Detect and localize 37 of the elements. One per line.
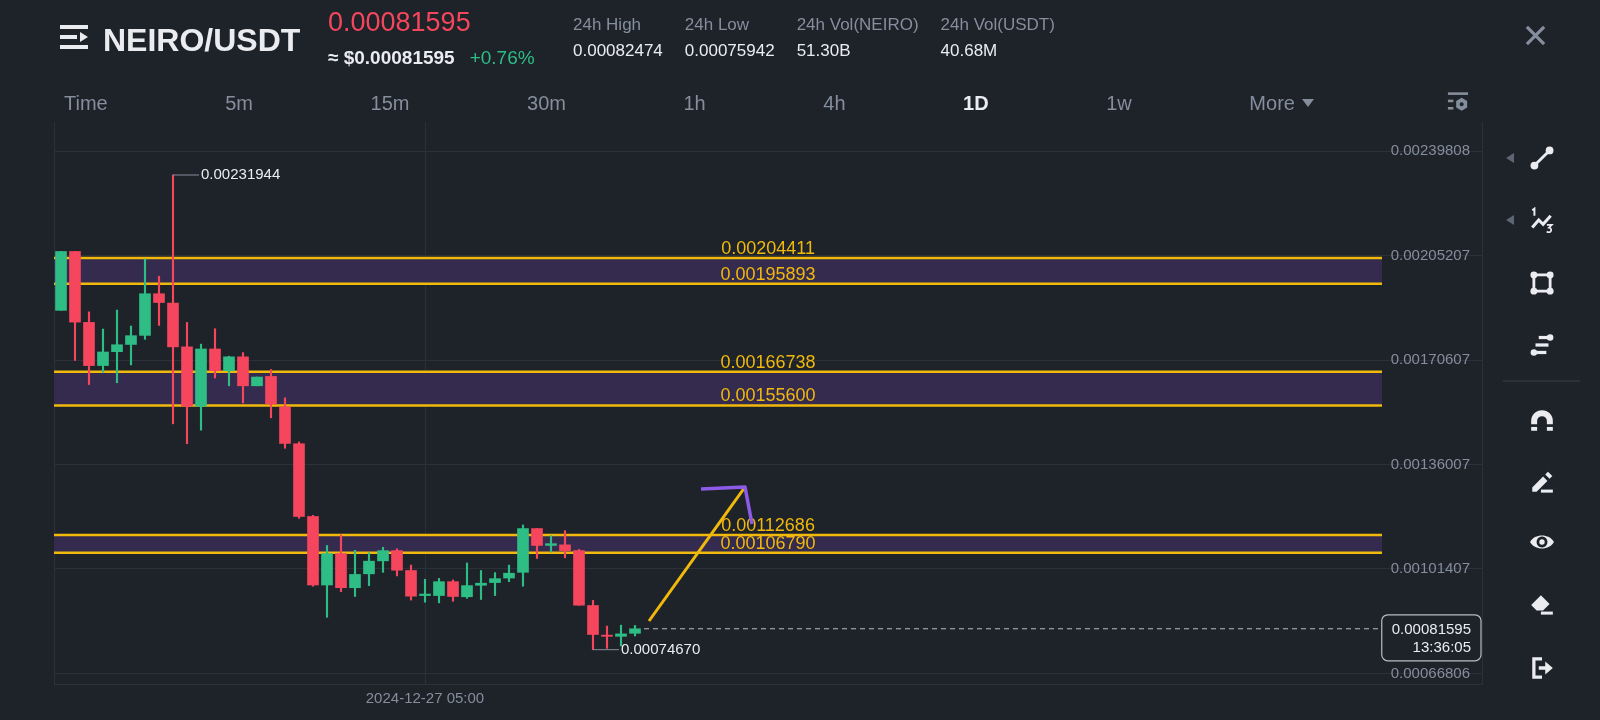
text: 1w bbox=[1106, 92, 1132, 114]
y-tick-label: 0.00101407 bbox=[1390, 559, 1470, 577]
text: More bbox=[1249, 92, 1295, 114]
text: 24h Low bbox=[684, 15, 750, 34]
text: 4h bbox=[823, 92, 846, 114]
text: ≈ $0.00081595 bbox=[328, 47, 455, 68]
ref-line-label: 0.00155600 bbox=[720, 385, 816, 406]
annotation: 0.00231944 bbox=[201, 165, 281, 183]
text: 1h bbox=[683, 92, 706, 114]
annotation: 0.00074670 bbox=[621, 639, 701, 657]
text: 0.00075942 bbox=[684, 41, 775, 60]
y-tick-label: 0.00205207 bbox=[1390, 245, 1470, 263]
text: 0.00082474 bbox=[573, 41, 663, 60]
text: 1D bbox=[963, 92, 989, 114]
ref-line-label: 0.00166738 bbox=[720, 351, 816, 372]
text: +0.76% bbox=[469, 47, 535, 68]
text: Time bbox=[64, 92, 108, 114]
ref-line-label: 0.00112686 bbox=[721, 514, 815, 535]
chart-title: NEIRO/USDT bbox=[103, 22, 301, 58]
text: 30m bbox=[527, 92, 566, 114]
text: 40.68M bbox=[940, 41, 998, 60]
ref-line-label: 0.00204411 bbox=[721, 238, 815, 259]
text: 5m bbox=[225, 92, 254, 114]
text: 24h Vol(USDT) bbox=[940, 15, 1055, 34]
x-tick-label: 2024-12-27 05:00 bbox=[365, 689, 485, 707]
y-tick-label: 0.00136007 bbox=[1390, 454, 1470, 472]
y-tick-label: 0.00239808 bbox=[1390, 141, 1470, 159]
text: 24h Vol(NEIRO) bbox=[796, 15, 919, 34]
chart-subtitle: 0.00081595 bbox=[328, 7, 471, 37]
text: 15m bbox=[370, 92, 410, 114]
text: 51.30B bbox=[796, 41, 851, 60]
ref-line-label: 0.00106790 bbox=[720, 532, 816, 553]
text: 24h High bbox=[573, 15, 642, 34]
ref-line-label: 0.00081595 13:36:05 bbox=[1391, 619, 1471, 655]
ref-line-label: 0.00195893 bbox=[720, 263, 816, 284]
y-tick-label: 0.00066806 bbox=[1390, 663, 1470, 681]
y-tick-label: 0.00170607 bbox=[1390, 350, 1470, 368]
